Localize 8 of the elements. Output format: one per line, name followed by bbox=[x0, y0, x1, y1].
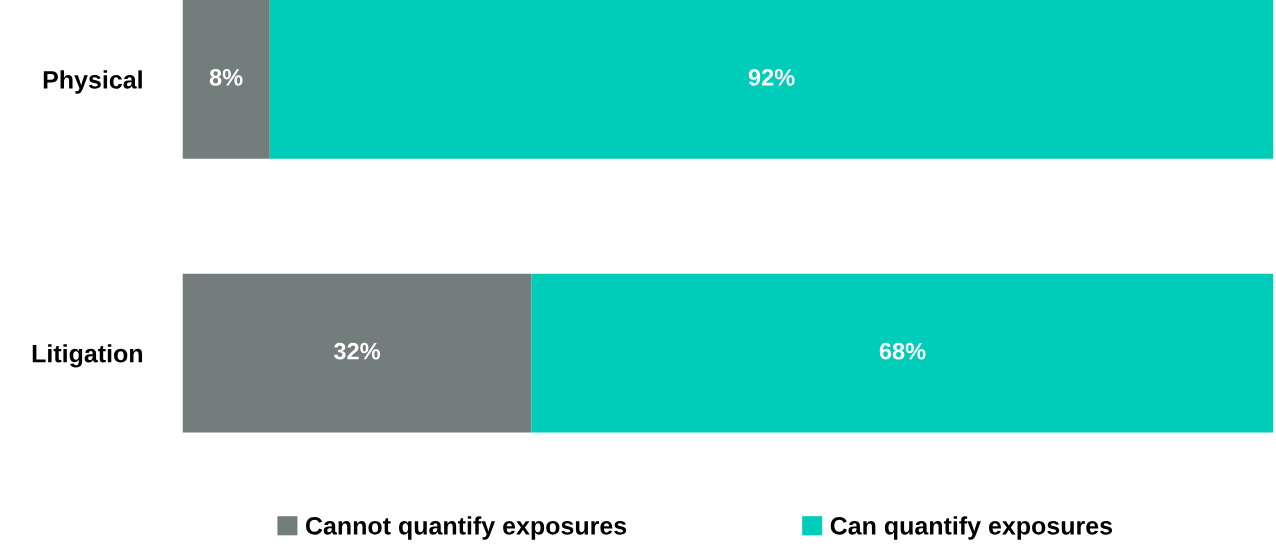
data-label: 8% bbox=[209, 69, 243, 86]
data-label: 92% bbox=[748, 69, 795, 86]
data-label: 32% bbox=[333, 342, 381, 360]
legend-label: Cannot quantify exposures bbox=[305, 516, 627, 540]
legend-label: Can quantify exposures bbox=[830, 516, 1113, 540]
data-label: 68% bbox=[879, 342, 926, 360]
y-tick-label: Physical bbox=[43, 70, 142, 94]
y-tick-label: Litigation bbox=[32, 344, 143, 368]
